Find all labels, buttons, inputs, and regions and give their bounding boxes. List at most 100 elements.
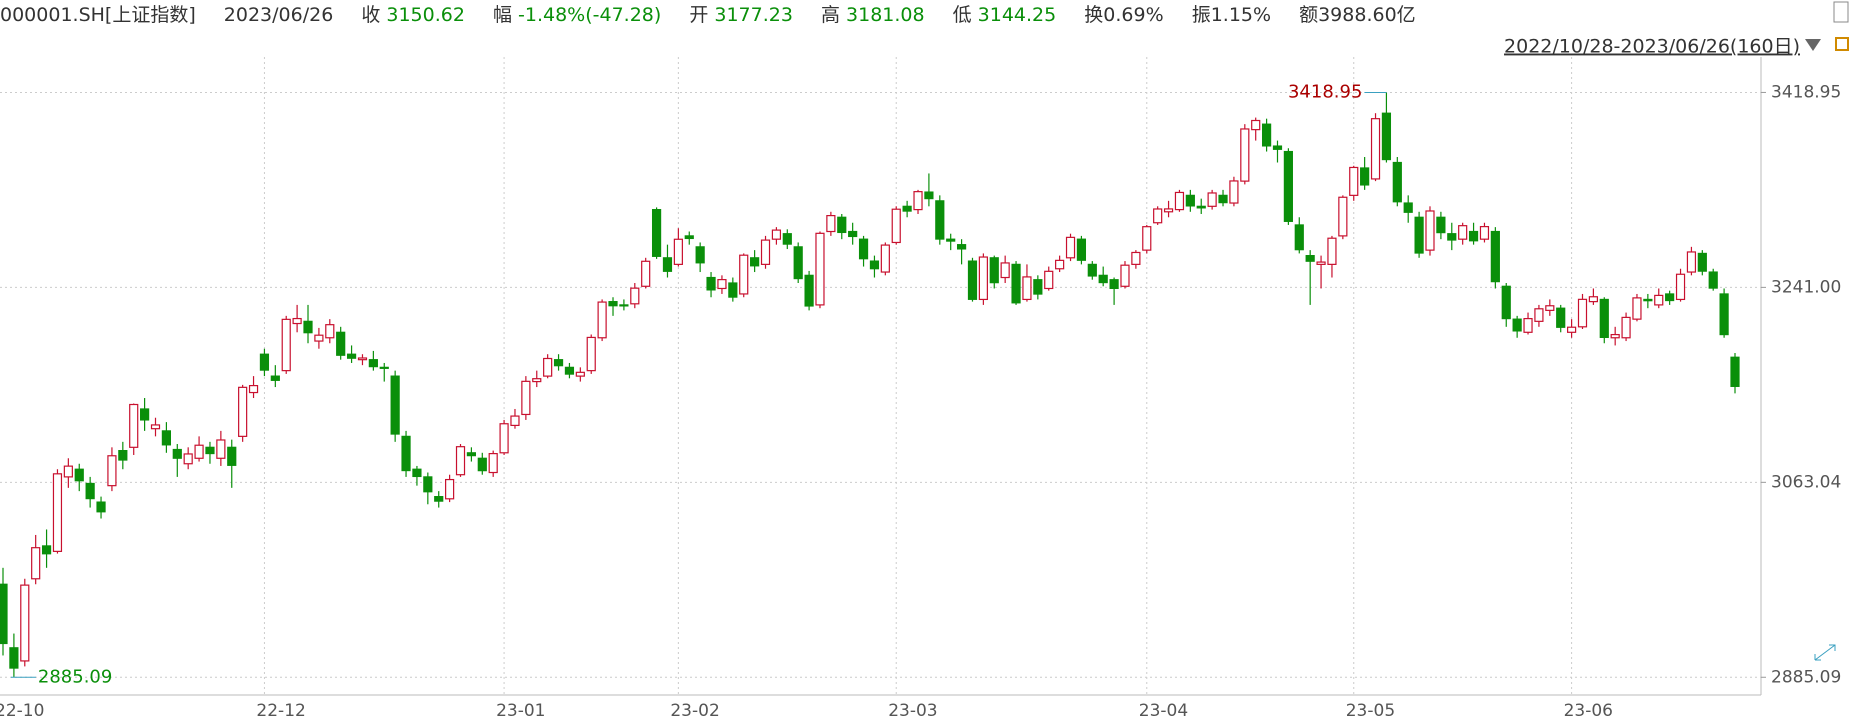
x-tick-label: 22-10 bbox=[0, 701, 44, 721]
candle-body bbox=[1719, 293, 1729, 336]
candle-body bbox=[1654, 294, 1664, 306]
candle-body bbox=[564, 366, 575, 375]
candle-body bbox=[695, 246, 705, 264]
candle-body bbox=[586, 336, 596, 372]
candle-body bbox=[1022, 276, 1032, 301]
candle-body bbox=[1349, 166, 1359, 196]
candle-body bbox=[1479, 226, 1490, 240]
candle-body bbox=[445, 478, 455, 500]
candle-body bbox=[1643, 298, 1653, 302]
candle-body bbox=[739, 254, 749, 295]
y-tick-label: 3063.04 bbox=[1771, 472, 1841, 492]
lock-icon[interactable] bbox=[1835, 37, 1849, 51]
x-tick-label: 23-01 bbox=[496, 701, 545, 721]
candle-body bbox=[1294, 224, 1304, 251]
candle-body bbox=[303, 320, 313, 334]
candle-body bbox=[129, 403, 139, 448]
candle-body bbox=[575, 371, 585, 377]
candle-body bbox=[346, 353, 357, 359]
candle-body bbox=[978, 256, 988, 301]
candle-body bbox=[1174, 191, 1185, 211]
candle-body bbox=[96, 501, 106, 513]
x-tick-label: 23-06 bbox=[1564, 701, 1613, 721]
candle-body bbox=[641, 260, 651, 287]
low-value: 3144.25 bbox=[977, 4, 1057, 26]
quote-header: 000001.SH[上证指数] 2023/06/26 收 3150.62 幅 -1.… bbox=[0, 0, 1438, 30]
candle-body bbox=[161, 430, 171, 446]
candle-body bbox=[510, 415, 520, 427]
panel-icon[interactable] bbox=[1833, 1, 1849, 23]
y-tick-label: 3241.00 bbox=[1771, 277, 1841, 297]
candle-body bbox=[434, 496, 444, 502]
candle-body bbox=[455, 446, 466, 476]
candle-body bbox=[1665, 293, 1675, 302]
candle-body bbox=[379, 366, 389, 369]
candle-body bbox=[183, 453, 193, 465]
candle-body bbox=[1370, 118, 1381, 180]
candle-body bbox=[1730, 356, 1740, 387]
candle-body bbox=[194, 444, 204, 459]
candle-body bbox=[1501, 285, 1511, 320]
candle-body bbox=[1338, 196, 1348, 237]
amplitude: 振1.15% bbox=[1191, 4, 1272, 26]
candle-body bbox=[1360, 167, 1370, 186]
candle-body bbox=[1512, 318, 1522, 332]
candle-body bbox=[1599, 298, 1609, 338]
x-tick-label: 23-03 bbox=[888, 701, 937, 721]
candle-body bbox=[750, 257, 760, 267]
candle-body bbox=[1044, 270, 1054, 290]
candle-body bbox=[20, 584, 30, 662]
candle-body bbox=[728, 282, 738, 298]
candle-body bbox=[314, 334, 324, 342]
candle-body bbox=[205, 446, 215, 455]
candle-body bbox=[1490, 230, 1500, 283]
candle-body bbox=[1153, 208, 1163, 224]
candle-body bbox=[1588, 296, 1598, 303]
candle-body bbox=[1523, 317, 1533, 333]
x-tick-label: 22-12 bbox=[256, 701, 305, 721]
candle-body bbox=[1556, 307, 1566, 328]
dropdown-arrow[interactable] bbox=[1805, 39, 1821, 51]
label: 低 bbox=[952, 4, 972, 26]
candle-body bbox=[891, 208, 901, 244]
candle-body bbox=[760, 239, 771, 265]
date-range[interactable]: 2022/10/28-2023/06/26(160日) bbox=[1504, 36, 1800, 58]
candle-body bbox=[1305, 255, 1315, 262]
candle-body bbox=[1109, 279, 1119, 290]
candle-body bbox=[1436, 216, 1446, 234]
candle-body bbox=[1261, 123, 1272, 147]
amount: 额3988.60亿 bbox=[1299, 4, 1416, 26]
candle-body bbox=[532, 378, 542, 383]
candle-body bbox=[336, 331, 346, 356]
candle-body bbox=[118, 450, 128, 461]
candle-body bbox=[826, 215, 836, 233]
high-value: 3181.08 bbox=[846, 4, 925, 26]
candle-body bbox=[815, 232, 825, 306]
candle-body bbox=[717, 279, 727, 290]
candle-body bbox=[216, 439, 226, 459]
candle-body bbox=[771, 229, 782, 240]
candle-body bbox=[1218, 194, 1228, 204]
candle-body bbox=[1708, 271, 1718, 289]
candle-body bbox=[1207, 192, 1217, 207]
candle-body bbox=[74, 468, 84, 482]
zoom-icon[interactable] bbox=[1814, 644, 1836, 661]
candle-body bbox=[1327, 237, 1337, 265]
candle-body bbox=[325, 324, 335, 339]
candle-body bbox=[858, 238, 869, 260]
symbol: 000001.SH[上证指数] bbox=[0, 4, 196, 26]
candle-body bbox=[804, 274, 814, 307]
candle-body bbox=[521, 380, 531, 416]
candle-body bbox=[1392, 161, 1402, 203]
candle-body bbox=[1251, 119, 1261, 131]
candle-body bbox=[357, 357, 368, 361]
candle-body bbox=[1686, 251, 1697, 273]
candle-body bbox=[1675, 273, 1686, 301]
candle-body bbox=[1283, 150, 1293, 222]
y-tick-label: 2885.09 bbox=[1771, 667, 1841, 687]
candle-body bbox=[41, 545, 52, 555]
max-annotation: 3418.95 bbox=[1288, 81, 1362, 102]
candle-body bbox=[107, 455, 117, 487]
